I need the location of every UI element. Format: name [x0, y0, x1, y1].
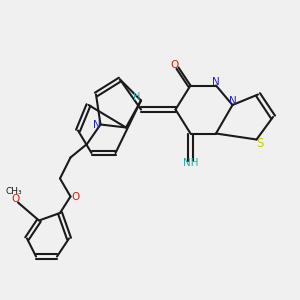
Text: S: S	[256, 136, 264, 150]
Text: N: N	[229, 96, 236, 106]
Text: CH₃: CH₃	[5, 188, 22, 196]
Text: N: N	[212, 76, 220, 87]
Text: O: O	[71, 191, 79, 202]
Text: O: O	[11, 194, 19, 204]
Text: H: H	[133, 92, 140, 103]
Text: NH: NH	[183, 158, 198, 169]
Text: N: N	[93, 119, 101, 130]
Text: O: O	[171, 60, 179, 70]
